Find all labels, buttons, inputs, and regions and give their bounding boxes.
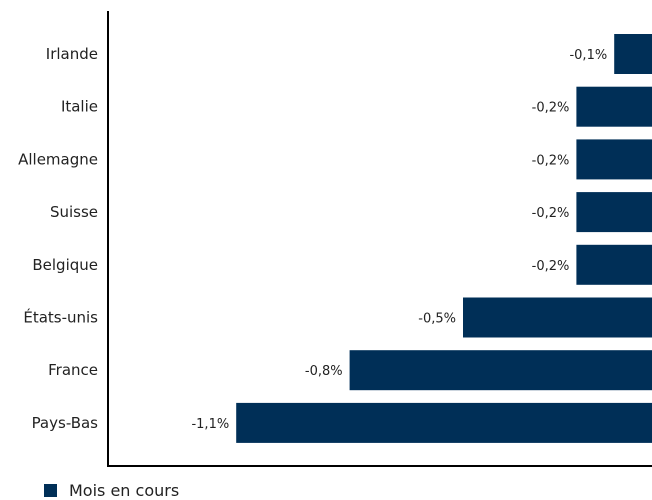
category-label-3: Suisse (50, 203, 98, 221)
bar-5 (463, 297, 652, 338)
value-label-5: -0,5% (418, 312, 456, 327)
value-label-1: -0,2% (532, 101, 570, 116)
category-labels-group: Irlande Italie Allemagne Suisse Belgique État… (18, 45, 98, 432)
category-label-1: Italie (61, 98, 98, 116)
value-label-3: -0,2% (532, 206, 570, 221)
value-label-4: -0,2% (532, 259, 570, 274)
value-label-7: -1,1% (191, 417, 229, 432)
category-label-6: France (48, 361, 98, 379)
value-label-2: -0,2% (532, 153, 570, 168)
value-labels-group: -0,1% -0,2% -0,2% -0,2% -0,2% -0,5% -0,8% -1,1% (191, 48, 607, 432)
bar-1 (576, 86, 652, 127)
bar-3 (576, 192, 652, 233)
bar-0 (614, 34, 652, 74)
bars-group (236, 34, 652, 443)
bar-2 (576, 139, 652, 180)
bar-7 (236, 402, 652, 443)
category-label-7: Pays-Bas (32, 414, 99, 432)
legend-label: Mois en cours (69, 481, 180, 500)
category-label-0: Irlande (46, 45, 98, 63)
bar-6 (349, 350, 652, 391)
category-label-5: États-unis (23, 308, 98, 327)
bar-4 (576, 244, 652, 285)
value-label-6: -0,8% (305, 364, 343, 379)
legend-swatch (44, 484, 57, 497)
category-label-2: Allemagne (18, 150, 98, 168)
value-label-0: -0,1% (569, 48, 607, 63)
category-label-4: Belgique (32, 256, 98, 274)
legend: Mois en cours (44, 481, 179, 500)
